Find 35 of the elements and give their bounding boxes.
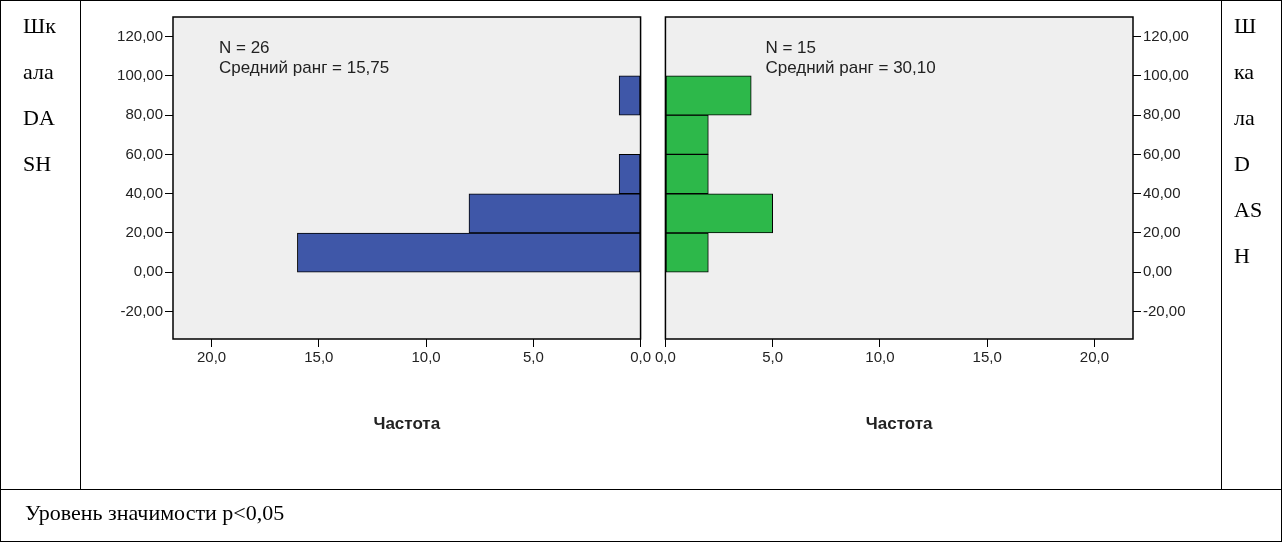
x-axis-title: Частота [865,414,934,434]
annotation: N = 15 [765,38,816,57]
y-axis-title: Шкала DASH [1,1,81,489]
x-tick-label: 20,0 [197,348,227,366]
y-tick-label: -20,00 [1143,301,1186,319]
annotation: Средний ранг = 15,75 [219,58,390,77]
text: Уровень значимости p<0,05 [1,489,1281,541]
y-tick-label: 100,00 [1143,66,1189,84]
x-tick-label: 5,0 [522,348,544,366]
y-tick-label: 20,00 [125,223,163,241]
x-tick-label: 10,0 [411,348,441,366]
y-tick-label: 0,00 [133,262,163,280]
x-tick-label: 15,0 [972,348,1002,366]
y-tick-label: 60,00 [1143,144,1181,162]
x-tick-label: 0,0 [630,348,651,366]
x-tick-label: 5,0 [762,348,784,366]
annotation: Средний ранг = 30,10 [765,58,936,77]
y-tick-label: -20,00 [120,301,163,319]
y-axis-title: Шкала DASH [1221,1,1281,489]
y-tick-label: 20,00 [1143,223,1181,241]
x-tick-label: 0,0 [655,348,676,366]
x-tick-label: 20,0 [1079,348,1109,366]
y-tick-label: 80,00 [1143,105,1181,123]
x-axis-title: Частота [373,414,441,434]
y-tick-label: 40,00 [125,183,163,201]
x-tick-label: 10,0 [865,348,895,366]
annotation: N = 26 [219,38,270,57]
y-tick-label: 40,00 [1143,183,1181,201]
y-tick-label: 60,00 [125,144,163,162]
y-tick-label: 120,00 [1143,26,1189,44]
y-tick-label: 0,00 [1143,262,1173,280]
x-tick-label: 15,0 [304,348,334,366]
y-tick-label: 100,00 [117,66,163,84]
y-tick-label: 80,00 [125,105,163,123]
y-tick-label: 120,00 [117,26,163,44]
